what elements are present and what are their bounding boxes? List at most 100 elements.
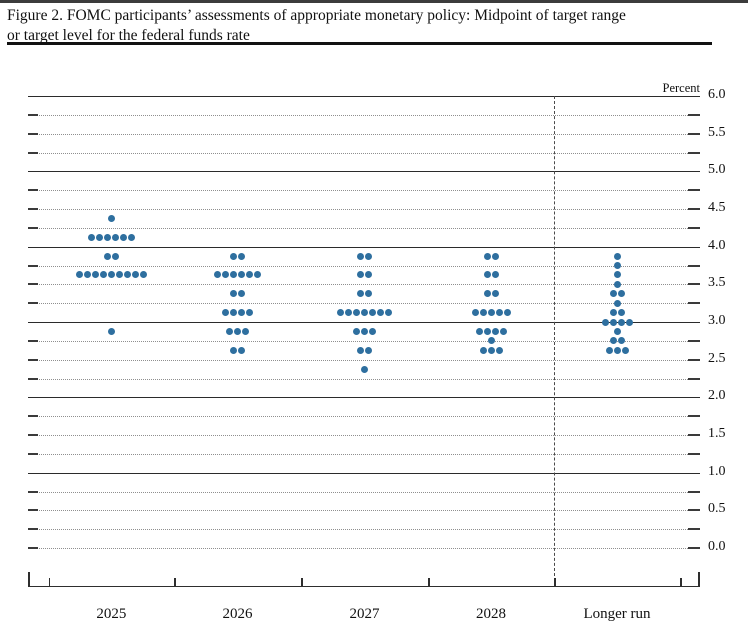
dot-row-2028-2.75 [487, 337, 495, 345]
projection-dot [353, 327, 360, 335]
projection-dot [353, 309, 360, 317]
y-tick-right-1.25 [688, 452, 700, 455]
dot-row-2028-3.125 [471, 309, 511, 317]
projection-dot [617, 318, 625, 326]
y-axis-label-6.0: 6.0 [708, 87, 726, 102]
projection-dot [238, 309, 245, 317]
projection-dot [483, 271, 491, 279]
projection-dot [119, 233, 127, 241]
projection-dot [87, 233, 95, 241]
projection-dot [365, 252, 372, 260]
projection-dot [230, 271, 237, 279]
y-axis-label-5.0: 5.0 [708, 162, 726, 178]
gridline-3.25 [28, 303, 700, 305]
gridline-0.75 [28, 491, 700, 493]
gridline-4.00 [28, 246, 700, 248]
projection-dot [617, 337, 625, 345]
projection-dot [107, 271, 115, 279]
dot-row-longer-run-3.875 [613, 252, 621, 260]
y-tick-right-2.50 [688, 358, 700, 361]
dot-row-longer-run-2.875 [613, 327, 621, 335]
projection-dot [95, 233, 103, 241]
projection-dot [345, 309, 352, 317]
projection-dot [246, 309, 253, 317]
projection-dot [495, 309, 503, 317]
y-axis-label-0.0: 0.0 [708, 539, 726, 554]
projection-dot [605, 346, 613, 354]
y-tick-left-4.25 [28, 226, 38, 229]
projection-dot [115, 271, 123, 279]
dot-row-2027-2.625 [357, 346, 372, 354]
projection-dot [377, 309, 384, 317]
dot-row-2027-2.875 [353, 327, 376, 335]
projection-dot [487, 337, 495, 345]
projection-dot [357, 252, 364, 260]
projection-dot [131, 271, 139, 279]
y-tick-right-1.50 [688, 434, 700, 436]
y-tick-left-5.25 [28, 151, 38, 154]
figure-title: Figure 2. FOMC participants’ assessments… [7, 6, 731, 46]
y-tick-right-2.75 [688, 339, 700, 342]
projection-dot [127, 233, 135, 241]
y-tick-left-2.75 [28, 339, 38, 342]
gridline-2.75 [28, 340, 700, 342]
projection-dot [491, 252, 499, 260]
projection-dot [103, 233, 111, 241]
x-axis-tick-2 [301, 578, 303, 586]
gridline-0.00 [28, 548, 700, 549]
projection-dot [111, 233, 119, 241]
y-axis-label-1.5: 1.5 [708, 426, 726, 441]
projection-dot [361, 365, 368, 373]
gridline-0.25 [28, 529, 700, 531]
projection-dot [609, 337, 617, 345]
projection-dot [369, 327, 376, 335]
title-divider-rule [7, 42, 712, 45]
y-tick-left-5.75 [28, 113, 38, 116]
dot-row-longer-run-3.375 [609, 290, 625, 298]
projection-dot [230, 346, 237, 354]
y-tick-left-3.25 [28, 302, 38, 305]
y-tick-left-0.25 [28, 528, 38, 531]
projection-dot [613, 271, 621, 279]
dot-row-longer-run-3.625 [613, 271, 621, 279]
y-tick-right-3.25 [688, 302, 700, 305]
projection-dot [357, 290, 364, 298]
gridline-3.75 [28, 265, 700, 267]
projection-dot [487, 346, 495, 354]
y-tick-right-5.25 [688, 151, 700, 154]
projection-dot [222, 271, 229, 279]
dot-row-longer-run-3.25 [613, 299, 621, 307]
dot-row-longer-run-3.5 [613, 280, 621, 288]
dot-row-2026-3.375 [230, 290, 245, 298]
projection-dot [613, 252, 621, 260]
x-axis-tick-3 [428, 578, 430, 586]
y-axis-label-4.0: 4.0 [708, 237, 726, 253]
y-tick-right-0.50 [688, 509, 700, 512]
projection-dot [621, 346, 629, 354]
gridline-1.50 [28, 435, 700, 436]
x-axis-label-2025: 2025 [96, 606, 127, 622]
projection-dot [475, 327, 483, 335]
gridline-1.00 [28, 472, 700, 474]
y-axis-label-3.0: 3.0 [708, 313, 726, 328]
projection-dot [139, 271, 147, 279]
gridline-1.75 [28, 416, 700, 418]
projection-dot [226, 327, 233, 335]
dot-row-2028-2.625 [479, 346, 503, 354]
projection-dot [365, 290, 372, 298]
gridline-3.00 [28, 322, 700, 323]
projection-dot [483, 327, 491, 335]
x-axis-tick-0 [48, 578, 51, 586]
y-tick-right-1.75 [688, 415, 700, 418]
projection-dot [617, 290, 625, 298]
dot-row-2025-3.625 [75, 271, 147, 279]
dot-row-2026-2.625 [230, 346, 245, 354]
y-tick-left-1.75 [28, 415, 38, 418]
projection-dot [361, 309, 368, 317]
y-axis-label-5.5: 5.5 [708, 124, 726, 140]
gridline-2.50 [28, 359, 700, 361]
projection-dot [337, 309, 344, 317]
y-tick-left-2.50 [28, 358, 38, 361]
x-axis-label-2028: 2028 [476, 606, 506, 622]
dot-row-2025-3.875 [103, 252, 119, 260]
